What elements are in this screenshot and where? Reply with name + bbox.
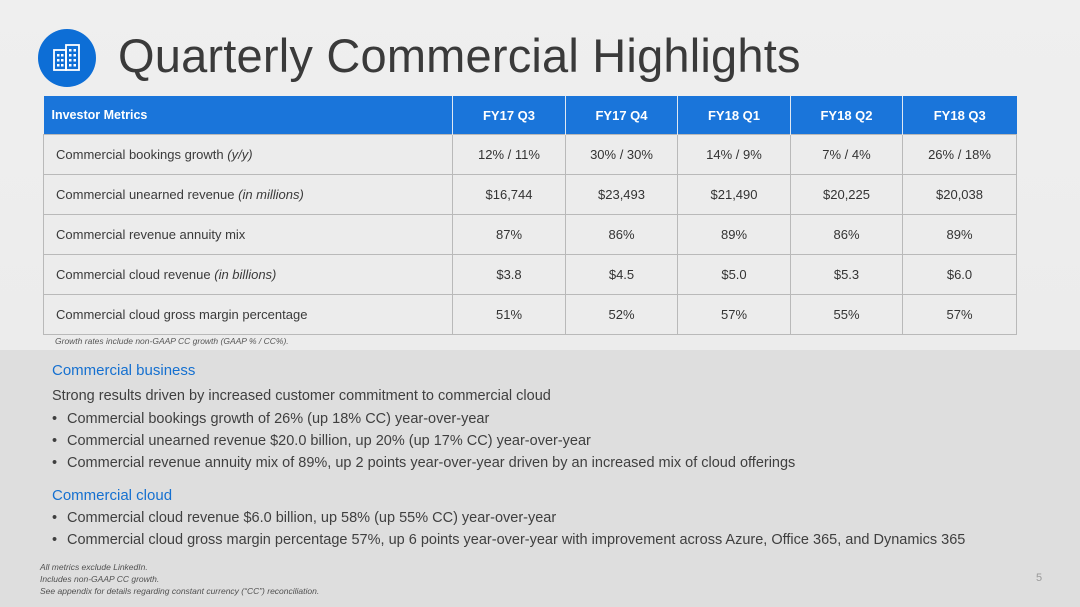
metric-name: Commercial cloud gross margin percentage (56, 307, 308, 322)
table-cell: 14% / 9% (677, 134, 791, 175)
list-item: Commercial bookings growth of 26% (up 18… (52, 408, 795, 430)
commercial-business-bullets: Commercial bookings growth of 26% (up 18… (52, 408, 795, 474)
table-row: Commercial cloud gross margin percentage… (43, 294, 1017, 335)
table-cell: 57% (677, 294, 791, 335)
table-cell: 86% (565, 214, 678, 255)
table-cell: 7% / 4% (790, 134, 903, 175)
metric-name: Commercial unearned revenue (56, 187, 235, 202)
note-line: Includes non-GAAP CC growth. (40, 574, 160, 584)
table-cell: $5.0 (677, 254, 791, 295)
metric-qualifier: (in billions) (214, 267, 277, 282)
table-cell: 52% (565, 294, 678, 335)
table-cell: $6.0 (902, 254, 1017, 295)
metric-name: Commercial cloud revenue (56, 267, 211, 282)
commercial-business-heading: Commercial business (52, 362, 196, 379)
table-cell: $3.8 (452, 254, 566, 295)
page-title: Quarterly Commercial Highlights (118, 29, 801, 82)
table-footnote: Growth rates include non-GAAP CC growth … (55, 336, 289, 346)
note-line: All metrics exclude LinkedIn. (40, 562, 148, 572)
list-item: Commercial revenue annuity mix of 89%, u… (52, 452, 795, 474)
metrics-table: Investor Metrics FY17 Q3 FY17 Q4 FY18 Q1… (43, 96, 1017, 335)
commercial-cloud-bullets: Commercial cloud revenue $6.0 billion, u… (52, 507, 965, 551)
metric-label: Commercial revenue annuity mix (43, 214, 453, 255)
column-header: FY18 Q2 (790, 96, 903, 135)
table-row: Commercial bookings growth (y/y) 12% / 1… (43, 134, 1017, 175)
table-cell: $4.5 (565, 254, 678, 295)
column-header: Investor Metrics (43, 96, 453, 135)
metric-label: Commercial bookings growth (y/y) (43, 134, 453, 175)
building-icon (38, 29, 96, 87)
list-item: Commercial cloud revenue $6.0 billion, u… (52, 507, 965, 529)
table-cell: 12% / 11% (452, 134, 566, 175)
table-cell: $21,490 (677, 174, 791, 215)
metric-label: Commercial unearned revenue (in millions… (43, 174, 453, 215)
table-cell: $16,744 (452, 174, 566, 215)
column-header: FY17 Q4 (565, 96, 678, 135)
metric-label: Commercial cloud revenue (in billions) (43, 254, 453, 295)
metric-label: Commercial cloud gross margin percentage (43, 294, 453, 335)
table-cell: $20,038 (902, 174, 1017, 215)
table-header-row: Investor Metrics FY17 Q3 FY17 Q4 FY18 Q1… (43, 96, 1017, 135)
table-cell: $5.3 (790, 254, 903, 295)
table-row: Commercial revenue annuity mix 87% 86% 8… (43, 214, 1017, 255)
table-cell: 87% (452, 214, 566, 255)
slide-notes: All metrics exclude LinkedIn. Includes n… (40, 561, 319, 597)
list-item: Commercial unearned revenue $20.0 billio… (52, 430, 795, 452)
metric-name: Commercial revenue annuity mix (56, 227, 246, 242)
list-item: Commercial cloud gross margin percentage… (52, 529, 965, 551)
table-cell: 89% (677, 214, 791, 255)
table-cell: 26% / 18% (902, 134, 1017, 175)
column-header: FY18 Q1 (677, 96, 791, 135)
note-line: See appendix for details regarding const… (40, 586, 320, 596)
commercial-business-lead: Strong results driven by increased custo… (52, 388, 551, 404)
table-cell: $20,225 (790, 174, 903, 215)
column-header: FY17 Q3 (452, 96, 566, 135)
table-cell: $23,493 (565, 174, 678, 215)
metric-qualifier: (y/y) (227, 147, 253, 162)
table-cell: 57% (902, 294, 1017, 335)
metric-qualifier: (in millions) (238, 187, 304, 202)
page-number: 5 (1036, 572, 1043, 584)
building-icon-glyph (53, 44, 80, 71)
commercial-cloud-heading: Commercial cloud (52, 487, 173, 504)
table-cell: 86% (790, 214, 903, 255)
table-cell: 51% (452, 294, 566, 335)
table-row: Commercial unearned revenue (in millions… (43, 174, 1017, 215)
table-cell: 30% / 30% (565, 134, 678, 175)
table-cell: 89% (902, 214, 1017, 255)
metric-name: Commercial bookings growth (56, 147, 224, 162)
table-row: Commercial cloud revenue (in billions) $… (43, 254, 1017, 295)
table-cell: 55% (790, 294, 903, 335)
column-header: FY18 Q3 (902, 96, 1017, 135)
bottom-band (0, 350, 1080, 607)
